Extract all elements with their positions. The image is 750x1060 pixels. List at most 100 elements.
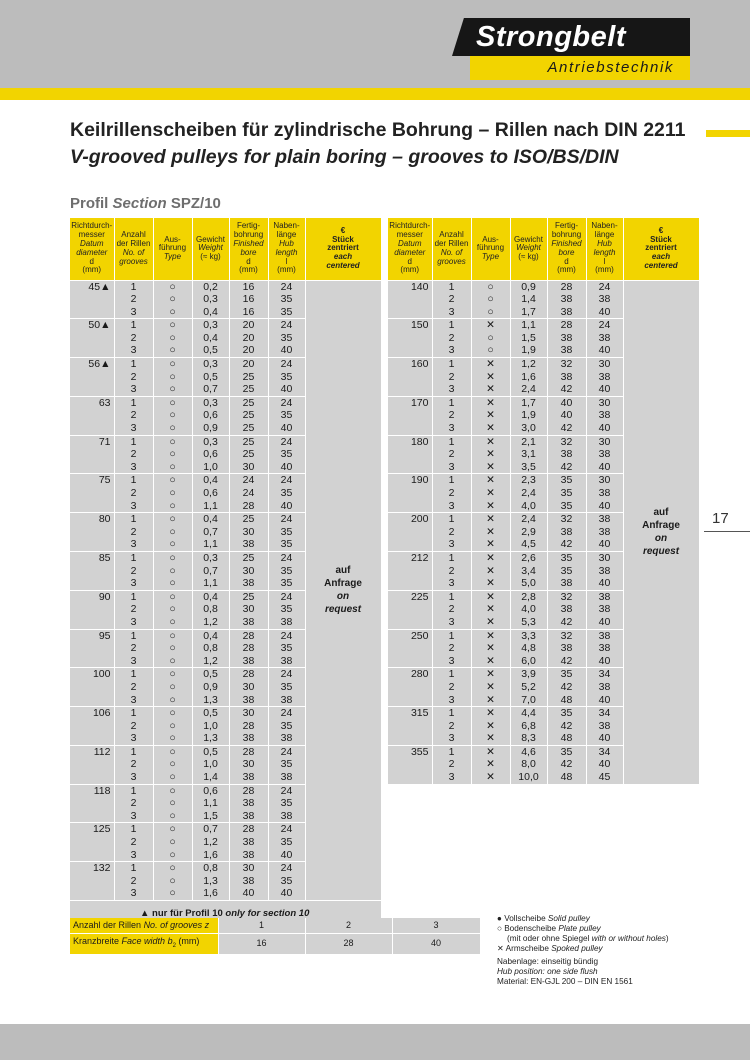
weight-cell: 0,8 1,3 1,6 — [192, 861, 230, 901]
bore-cell: 30 28 38 — [229, 706, 269, 746]
on-request-note: auf Anfrage on request — [305, 280, 382, 901]
weight-cell: 0,4 0,6 1,1 — [192, 473, 230, 514]
diameter-cell: 132 — [70, 861, 115, 901]
spoked-pulley-icon: ✕ — [486, 435, 495, 448]
grooves-row: Anzahl der Rillen No. of grooves z 1 2 3 — [70, 918, 481, 934]
hub-cell: 34 38 40 — [586, 667, 624, 708]
table-row: 45▲ 1 2 3 ○ ○ ○ 0,2 0,3 0,4 16 16 16 24 35 35 auf Anfrage… — [70, 280, 382, 901]
bore-cell: 32 38 42 — [547, 590, 587, 630]
table-row: 160 1 2 3 ✕ ✕ ✕ 1,2 1,6 2,4 32 38 42 30 38 40 — [388, 357, 699, 397]
diameter-cell: 250 — [388, 629, 433, 669]
type-cell: ○ ○ ○ — [153, 590, 193, 630]
legend-spoked: ✕ Armscheibe Spoked pulley — [497, 944, 603, 953]
on-request-note: auf Anfrage on request — [623, 280, 700, 785]
spoked-pulley-icon: ✕ — [486, 538, 495, 551]
face-width-value: 28 — [305, 933, 393, 955]
header-bore: Fertig-bohrung Finished bore d (mm) — [229, 218, 269, 281]
title-accent-bar — [706, 130, 750, 137]
plate-pulley-icon: ○ — [169, 590, 176, 603]
diameter-cell: 95 — [70, 629, 115, 669]
plate-pulley-icon: ○ — [169, 344, 176, 357]
diameter-cell: 190 — [388, 473, 433, 514]
spoked-pulley-icon: ✕ — [486, 680, 495, 693]
bore-cell: 35 35 38 — [547, 551, 587, 591]
face-width-table: Anzahl der Rillen No. of grooves z 1 2 3… — [70, 918, 481, 955]
plate-pulley-icon: ○ — [169, 577, 176, 590]
plate-pulley-icon: ○ — [487, 280, 494, 293]
plate-pulley-icon: ○ — [169, 719, 176, 732]
type-cell: ○ ○ ○ — [153, 435, 193, 475]
header-grooves: Anzahl der Rillen No. of grooves — [114, 218, 154, 281]
plate-pulley-icon: ○ — [169, 331, 176, 344]
legend-hub: Nabenlage: einseitig bündig — [497, 957, 599, 966]
plate-pulley-icon: ○ — [169, 551, 176, 564]
spoked-pulley-icon: ✕ — [486, 758, 495, 771]
bore-cell: 20 25 25 — [229, 357, 269, 397]
type-cell: ○ ○ ○ — [153, 822, 193, 863]
brand-name: Strongbelt — [476, 21, 626, 53]
plate-pulley-icon: ○ — [169, 358, 176, 371]
bore-cell: 32 38 42 — [547, 435, 587, 475]
weight-cell: 2,3 2,4 4,0 — [510, 473, 548, 514]
bore-cell: 28 30 38 — [229, 745, 269, 785]
plate-pulley-icon: ○ — [487, 344, 494, 357]
spoked-pulley-icon: ✕ — [486, 370, 495, 383]
header-weight: Gewicht Weight (≈ kg) — [510, 218, 548, 281]
diameter-cell: 212 — [388, 551, 433, 591]
weight-cell: 0,4 0,7 1,1 — [192, 512, 230, 552]
plate-pulley-icon: ○ — [169, 293, 176, 306]
spoked-pulley-icon: ✕ — [486, 590, 495, 603]
spoked-pulley-icon: ✕ — [486, 771, 495, 784]
page-number-rule — [704, 531, 750, 532]
spoked-pulley-icon: ✕ — [486, 474, 495, 487]
diameter-cell: 45▲ — [70, 280, 115, 320]
diameter-cell: 71 — [70, 435, 115, 475]
legend-material: Material: EN-GJL 200 – DIN EN 1561 — [497, 977, 633, 986]
bore-cell: 20 20 20 — [229, 318, 269, 359]
weight-cell: 0,4 0,8 1,2 — [192, 629, 230, 669]
hub-cell: 24 38 40 — [586, 280, 624, 320]
plate-pulley-icon: ○ — [169, 887, 176, 900]
bore-cell: 25 25 25 — [229, 396, 269, 436]
diameter-cell: 170 — [388, 396, 433, 436]
table-row: 140 1 2 3 ○ ○ ○ 0,9 1,4 1,7 28 38 38 24 38 40 auf Anfrage… — [388, 280, 700, 785]
spoked-pulley-icon: ✕ — [486, 719, 495, 732]
hub-cell: 38 38 40 — [586, 512, 624, 552]
weight-cell: 0,9 1,4 1,7 — [510, 280, 548, 320]
table-row: 355 1 2 3 ✕ ✕ ✕ 4,6 8,0 10,0 35 42 48 34 40 45 — [388, 745, 699, 785]
diameter-cell: 75 — [70, 473, 115, 514]
type-cell: ✕ ✕ ✕ — [471, 745, 511, 785]
hub-cell: 38 38 40 — [586, 629, 624, 669]
hub-cell: 24 35 35 — [268, 551, 306, 591]
footer-band — [0, 1024, 750, 1060]
face-width-row: Kranzbreite Face width b2 (mm) 16 28 40 — [70, 933, 481, 955]
table-row: 56▲ 1 2 3 ○ ○ ○ 0,3 0,5 0,7 20 25 25 24 35 40 — [70, 357, 381, 397]
type-cell: ○ ○ ○ — [153, 784, 193, 824]
spoked-pulley-icon: ✕ — [486, 358, 495, 371]
table-row: 112 1 2 3 ○ ○ ○ 0,5 1,0 1,4 28 30 38 24 35 38 — [70, 745, 381, 785]
bore-cell: 35 35 35 — [547, 473, 587, 514]
plate-pulley-icon: ○ — [169, 319, 176, 332]
bore-cell: 25 25 30 — [229, 435, 269, 475]
bore-cell: 32 38 42 — [547, 512, 587, 552]
plate-pulley-icon: ○ — [169, 280, 176, 293]
spoked-pulley-icon: ✕ — [486, 707, 495, 720]
weight-cell: 0,5 0,9 1,3 — [192, 667, 230, 708]
bore-cell: 35 42 48 — [547, 667, 587, 708]
weight-cell: 4,4 6,8 8,3 — [510, 706, 548, 746]
table-row: 100 1 2 3 ○ ○ ○ 0,5 0,9 1,3 28 30 38 24 35 38 — [70, 667, 381, 708]
weight-cell: 4,6 8,0 10,0 — [510, 745, 548, 785]
plate-pulley-icon: ○ — [169, 629, 176, 642]
weight-cell: 1,2 1,6 2,4 — [510, 357, 548, 397]
spoked-pulley-icon: ✕ — [486, 603, 495, 616]
spoked-pulley-icon: ✕ — [486, 513, 495, 526]
table-row: 71 1 2 3 ○ ○ ○ 0,3 0,6 1,0 25 25 30 24 35 40 — [70, 435, 381, 475]
table-row: 95 1 2 3 ○ ○ ○ 0,4 0,8 1,2 28 28 38 24 35 38 — [70, 629, 381, 669]
section-title: Profil Section SPZ/10 — [70, 195, 221, 212]
